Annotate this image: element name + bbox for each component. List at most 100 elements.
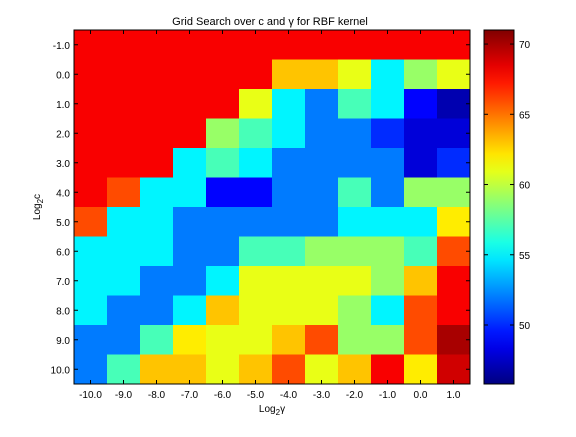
heatmap-cell (371, 354, 405, 385)
x-tick-label: -7.0 (181, 390, 199, 401)
heatmap-cell (305, 30, 339, 60)
heatmap-cell (404, 354, 438, 385)
heatmap-cell (338, 118, 372, 149)
y-axis-label-symbol: c (32, 194, 43, 199)
heatmap-cell (107, 266, 141, 296)
heatmap-cell (305, 325, 339, 355)
heatmap-cell (107, 30, 141, 60)
heatmap-cell (272, 295, 306, 326)
heatmap-cell (338, 30, 372, 60)
heatmap-cell (305, 59, 339, 90)
heatmap-cell (206, 89, 240, 119)
heatmap-cell (305, 177, 339, 208)
heatmap-cell (404, 295, 438, 326)
colorbar-tick-label: 50 (519, 321, 531, 332)
x-tick-label: -5.0 (247, 390, 265, 401)
x-tick-label: -2.0 (346, 390, 364, 401)
heatmap-cell (404, 89, 438, 119)
heatmap-cell (239, 148, 273, 178)
heatmap-cell (140, 236, 174, 267)
plot-frame (73, 29, 471, 385)
heatmap-cell (107, 59, 141, 90)
heatmap-cell (173, 148, 207, 178)
heatmap-cell (437, 236, 471, 267)
heatmap-cell (74, 295, 108, 326)
heatmap-cell (371, 118, 405, 149)
heatmap-cell (272, 177, 306, 208)
heatmap-cell (338, 207, 372, 237)
heatmap-cell (206, 325, 240, 355)
heatmap-cell (107, 325, 141, 355)
heatmap-cell (404, 118, 438, 149)
heatmap-cell (272, 59, 306, 90)
heatmap-cell (371, 236, 405, 267)
heatmap-cell (305, 118, 339, 149)
heatmap-cell (404, 177, 438, 208)
heatmap-cell (338, 295, 372, 326)
y-axis-label-subscript: 2 (36, 198, 45, 203)
y-tick-label: -1.0 (53, 41, 71, 52)
heatmap-cell (305, 207, 339, 237)
heatmap-cell (239, 325, 273, 355)
heatmap-cell (206, 295, 240, 326)
heatmap-cell (173, 89, 207, 119)
chart-title: Grid Search over c and γ for RBF kernel (172, 16, 368, 28)
heatmap-cell (206, 30, 240, 60)
heatmap-cell (272, 207, 306, 237)
x-tick-label: -1.0 (379, 390, 397, 401)
heatmap-cell (140, 177, 174, 208)
heatmap-cell (437, 207, 471, 237)
heatmap-cell (74, 354, 108, 385)
y-tick-label: 1.0 (56, 100, 70, 111)
x-tick-label: -3.0 (313, 390, 331, 401)
heatmap-cell (74, 207, 108, 237)
heatmap-cell (272, 118, 306, 149)
heatmap-cell (239, 354, 273, 385)
heatmap-cell (338, 266, 372, 296)
heatmap-cell (404, 59, 438, 90)
heatmap-cell (371, 207, 405, 237)
heatmap-cell (107, 118, 141, 149)
y-tick-label: 5.0 (56, 218, 70, 229)
heatmap-cell (305, 148, 339, 178)
heatmap-cell (173, 207, 207, 237)
heatmap-cell (140, 207, 174, 237)
heatmap-cell (437, 118, 471, 149)
heatmap-cell (338, 59, 372, 90)
heatmap-cell (107, 295, 141, 326)
heatmap-cell (437, 295, 471, 326)
heatmap-cell (173, 325, 207, 355)
heatmap-cell (305, 89, 339, 119)
heatmap-cell (107, 354, 141, 385)
heatmap-cell (437, 59, 471, 90)
heatmap-cell (272, 236, 306, 267)
heatmap-cell (305, 266, 339, 296)
heatmap-cell (338, 325, 372, 355)
heatmap-cell (338, 177, 372, 208)
heatmap-cell (338, 354, 372, 385)
heatmap-cell (305, 295, 339, 326)
heatmap-cell (404, 266, 438, 296)
heatmap-cell (107, 89, 141, 119)
heatmap-cell (371, 148, 405, 178)
heatmap-cells (74, 30, 471, 385)
x-axis-label: Log2γ (259, 404, 285, 417)
heatmap-cell (206, 118, 240, 149)
colorbar-tick-label: 70 (519, 40, 531, 51)
heatmap-cell (437, 148, 471, 178)
x-tick-label: 1.0 (447, 390, 461, 401)
heatmap-cell (206, 207, 240, 237)
x-axis-label-symbol: γ (280, 404, 285, 415)
heatmap-cell (371, 325, 405, 355)
x-tick-label: -4.0 (280, 390, 298, 401)
heatmap-cell (437, 325, 471, 355)
heatmap-cell (107, 236, 141, 267)
heatmap-cell (74, 30, 108, 60)
heatmap-cell (239, 89, 273, 119)
heatmap-cell (173, 266, 207, 296)
heatmap-cell (239, 118, 273, 149)
heatmap-cell (338, 148, 372, 178)
heatmap-cell (140, 148, 174, 178)
heatmap-cell (371, 266, 405, 296)
